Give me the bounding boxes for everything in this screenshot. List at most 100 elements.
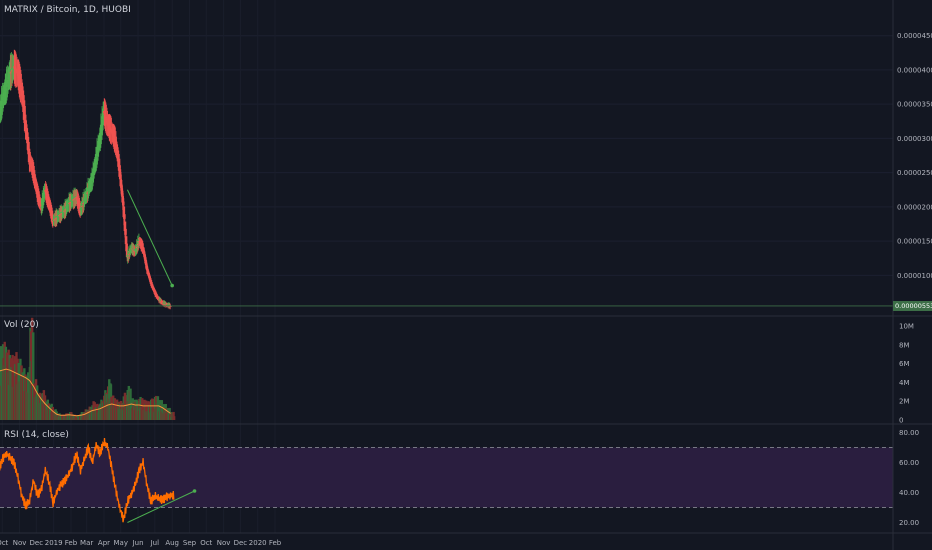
volume-title[interactable]: Vol (20)	[4, 320, 39, 330]
candle-body	[164, 303, 168, 305]
candle-body	[151, 286, 155, 288]
candle-body	[48, 205, 52, 209]
candle-body	[7, 77, 10, 80]
candle-body	[27, 149, 31, 153]
rsi-tick-label: 60.00	[899, 459, 919, 467]
candle-body	[45, 193, 48, 196]
volume-tick-label: 8M	[899, 341, 910, 349]
candle-body	[131, 248, 135, 250]
candle-body	[124, 228, 127, 235]
candle-body	[42, 196, 46, 198]
candle-body	[87, 186, 91, 189]
candle-body	[137, 244, 140, 246]
candle-body	[140, 245, 144, 248]
candle-body	[91, 171, 95, 177]
candle-body	[54, 216, 58, 219]
candle-body	[136, 242, 140, 246]
candle-body	[78, 206, 81, 209]
candle-body	[46, 197, 50, 200]
candle-body	[121, 201, 125, 206]
candle-body	[101, 113, 105, 119]
candle-body	[97, 141, 101, 145]
candle-body	[24, 119, 27, 127]
candle-body	[95, 158, 98, 160]
rsi-title[interactable]: RSI (14, close)	[4, 430, 69, 440]
candle-body	[87, 189, 90, 191]
candle-body	[1, 97, 5, 99]
symbol-title[interactable]: MATRIX / Bitcoin, 1D, HUOBI	[4, 5, 131, 15]
time-tick-label: Oct	[200, 539, 212, 547]
candle-body	[29, 160, 32, 163]
candle-body	[113, 137, 116, 140]
candle-body	[2, 92, 6, 95]
candle-body	[16, 73, 20, 76]
candle-body	[49, 210, 53, 214]
candle-body	[134, 249, 138, 251]
rsi-tick-label: 40.00	[899, 489, 919, 497]
candle-body	[50, 213, 54, 216]
candle-body	[28, 154, 31, 161]
price-axis: 0.00001000 0.00001500 0.00002000 0.00002500…	[897, 32, 932, 280]
candle-body	[11, 67, 15, 69]
candle-body	[153, 290, 156, 293]
candle-body	[163, 302, 166, 304]
candle-body	[31, 170, 35, 173]
candle-body	[57, 215, 60, 217]
candle-body	[31, 168, 35, 171]
candle-body	[72, 197, 76, 200]
candle-body	[25, 134, 29, 140]
candle-body	[44, 189, 47, 192]
volume-bar	[32, 332, 35, 420]
candle-body	[108, 127, 112, 129]
candle-body	[86, 187, 90, 192]
time-tick-label: Nov	[217, 539, 231, 547]
time-tick-label: 2019	[45, 539, 63, 547]
candle-body	[63, 207, 67, 211]
volume-ma-line	[0, 368, 171, 417]
candle-body	[79, 208, 83, 211]
candle-body	[102, 111, 106, 113]
candle-body	[133, 250, 137, 252]
candle-body	[150, 283, 154, 285]
candle-body	[17, 78, 21, 81]
candle-body	[48, 203, 51, 206]
price-trendline	[126, 189, 173, 286]
candle-body	[99, 127, 103, 135]
candle-body	[120, 185, 123, 191]
candle-body	[80, 208, 83, 210]
time-tick-label: Mar	[80, 539, 93, 547]
candle-body	[53, 219, 56, 221]
candle-body	[77, 204, 81, 207]
candle-body	[158, 299, 161, 301]
candle-body	[159, 300, 163, 302]
candle-body	[73, 196, 77, 199]
candle-body	[168, 305, 172, 308]
candle-body	[19, 85, 23, 88]
candle-body	[92, 172, 95, 174]
volume-tick-label: 2M	[899, 398, 910, 406]
candle-body	[71, 200, 74, 202]
candle-body	[25, 129, 28, 135]
candle-body	[135, 246, 139, 248]
candle-body	[71, 198, 75, 201]
candle-body	[129, 249, 132, 251]
candle-body	[96, 145, 100, 151]
candle-body	[76, 200, 80, 203]
candle-body	[7, 74, 11, 78]
candle-body	[156, 297, 160, 299]
candle-body	[110, 130, 113, 133]
time-tick-label: Sep	[183, 539, 197, 547]
candle-body	[4, 88, 8, 90]
candle-body	[41, 201, 45, 203]
candle-body	[83, 197, 87, 199]
time-tick-label: 2020	[249, 539, 267, 547]
time-tick-label: Apr	[98, 539, 110, 547]
candle-body	[127, 252, 131, 256]
time-tick-label: Nov	[13, 539, 27, 547]
candle-body	[5, 84, 9, 86]
candle-body	[88, 185, 92, 187]
candle-body	[37, 197, 41, 200]
candle-body	[6, 79, 9, 84]
candle-body	[142, 250, 146, 254]
